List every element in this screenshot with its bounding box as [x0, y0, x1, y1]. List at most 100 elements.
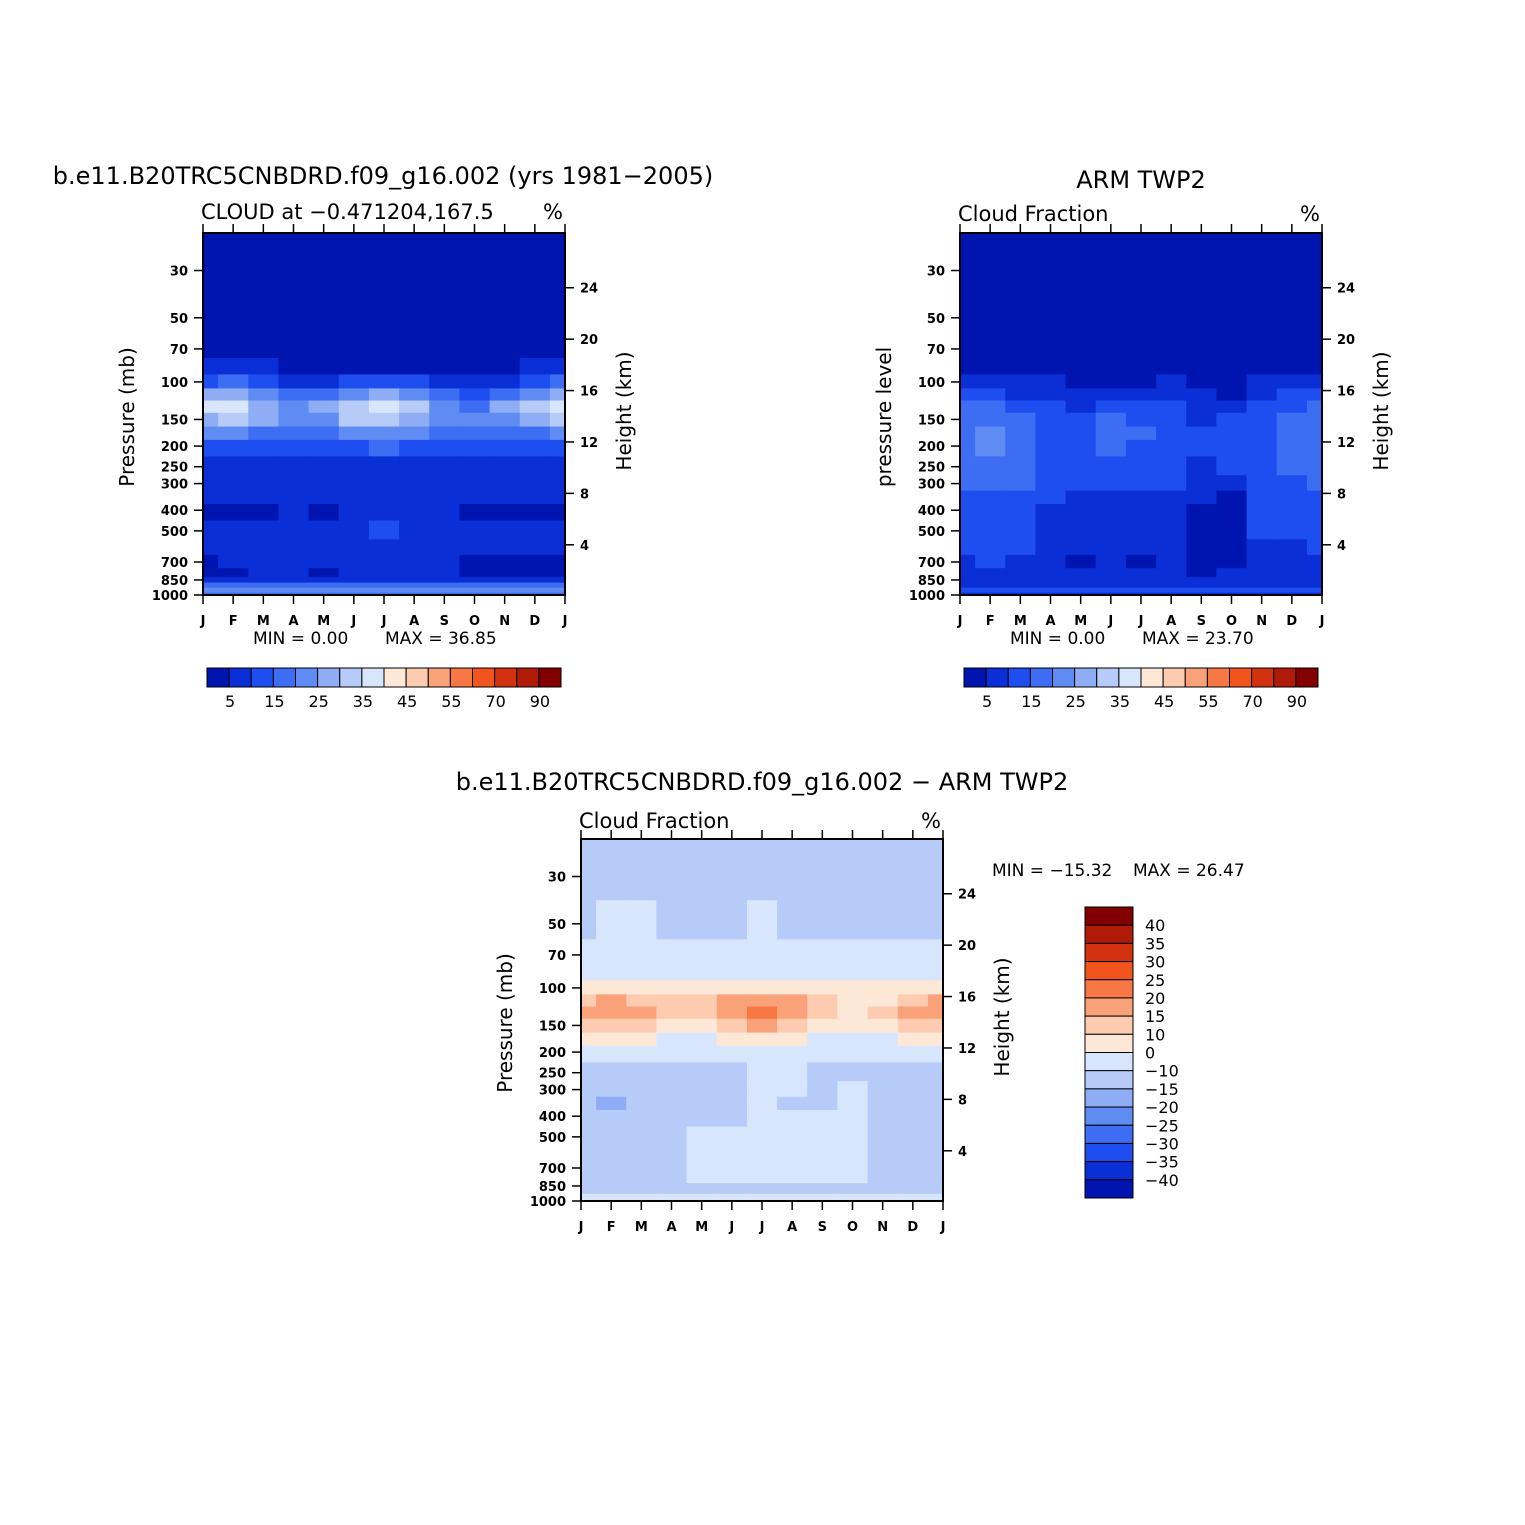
data-cell	[1186, 233, 1218, 253]
data-cell	[975, 587, 1006, 594]
data-cell	[596, 1081, 627, 1098]
data-cell	[960, 582, 976, 589]
data-cell	[368, 554, 400, 569]
data-cell	[807, 1145, 839, 1162]
pressure-tick-label: 300	[918, 478, 945, 493]
data-cell	[1095, 577, 1127, 584]
data-cell	[581, 980, 597, 995]
pressure-tick-label: 500	[918, 525, 945, 540]
pressure-tick-label: 300	[539, 1084, 566, 1099]
data-cell	[1186, 374, 1218, 389]
month-label: O	[1226, 614, 1237, 629]
data-cell	[1035, 490, 1067, 505]
data-cell	[867, 1081, 899, 1098]
data-cell	[203, 388, 219, 402]
data-cell	[1005, 582, 1037, 589]
field-label: CLOUD at −0.471204,167.5	[201, 200, 494, 224]
height-tick-label: 12	[580, 436, 598, 451]
colorbar-swatch	[1084, 924, 1134, 944]
data-cell	[777, 1174, 808, 1184]
data-cell	[1276, 439, 1308, 457]
colorbar-swatch	[317, 667, 341, 688]
data-cell	[368, 439, 400, 457]
data-cell	[278, 490, 310, 505]
data-cell	[489, 251, 521, 295]
data-cell	[960, 568, 976, 578]
colorbar-swatch	[1084, 1142, 1134, 1163]
data-cell	[1186, 251, 1218, 295]
data-cell	[1125, 520, 1157, 540]
colorbar-label: 15	[1021, 692, 1041, 711]
data-cell	[248, 233, 280, 253]
data-cell	[1246, 388, 1278, 402]
data-cell	[278, 374, 310, 389]
data-cell	[218, 233, 249, 253]
data-cell	[399, 539, 430, 556]
data-cell	[278, 504, 310, 522]
data-cell	[686, 1174, 718, 1184]
data-cell	[837, 1183, 869, 1190]
data-cell	[626, 1193, 658, 1200]
data-cell	[399, 592, 430, 595]
data-cell	[656, 980, 688, 995]
data-cell	[1246, 333, 1278, 359]
data-cell	[278, 456, 310, 476]
data-cell	[218, 475, 249, 492]
data-cell	[686, 1145, 718, 1162]
data-cell	[1246, 554, 1278, 569]
data-cell	[777, 1110, 808, 1128]
data-cell	[248, 554, 280, 569]
month-label: D	[529, 614, 540, 629]
data-cell	[1035, 504, 1067, 522]
data-cell	[399, 251, 430, 295]
height-tick-label: 4	[1337, 539, 1346, 554]
colorbar-swatch	[295, 667, 319, 688]
data-cell	[626, 1198, 658, 1201]
data-cell	[807, 1032, 839, 1047]
data-cell	[1276, 374, 1308, 389]
data-cell	[975, 568, 1006, 578]
data-cell	[656, 1198, 688, 1201]
data-cell	[656, 1081, 688, 1098]
colorbar-swatch	[427, 667, 451, 688]
data-cell	[837, 1188, 869, 1195]
data-cell	[897, 980, 929, 995]
data-cell	[218, 539, 249, 556]
data-cell	[1035, 333, 1067, 359]
data-cell	[960, 388, 976, 402]
data-cell	[519, 587, 551, 594]
data-cell	[867, 839, 899, 859]
data-cell	[248, 490, 280, 505]
data-cell	[429, 456, 461, 476]
data-cell	[807, 1198, 839, 1201]
data-cell	[203, 520, 219, 540]
data-cell	[716, 1160, 748, 1175]
colorbar-swatch	[272, 667, 296, 688]
data-cell	[716, 1126, 748, 1146]
colorbar-label: −20	[1145, 1098, 1179, 1117]
data-cell	[897, 839, 929, 859]
data-cell	[1216, 456, 1248, 476]
data-cell	[1246, 439, 1278, 457]
data-cell	[581, 1198, 597, 1201]
data-cell	[203, 587, 219, 594]
data-cell	[429, 439, 461, 457]
colorbar-swatch	[361, 667, 385, 688]
colorbar-label: 25	[1145, 971, 1165, 990]
data-cell	[1035, 520, 1067, 540]
data-cell	[686, 963, 718, 982]
data-cell	[1246, 400, 1278, 414]
colorbar-label: 20	[1145, 989, 1165, 1008]
colorbar-swatch	[963, 667, 987, 688]
data-cell	[218, 520, 249, 540]
month-label: D	[1286, 614, 1297, 629]
data-cell	[1306, 539, 1322, 556]
height-tick-label: 4	[580, 539, 589, 554]
data-cell	[1005, 587, 1037, 594]
data-cell	[1216, 475, 1248, 492]
data-cell	[1186, 456, 1218, 476]
data-cell	[927, 1032, 943, 1047]
data-cell	[927, 857, 943, 901]
data-cell	[581, 900, 597, 940]
data-cell	[807, 1062, 839, 1082]
